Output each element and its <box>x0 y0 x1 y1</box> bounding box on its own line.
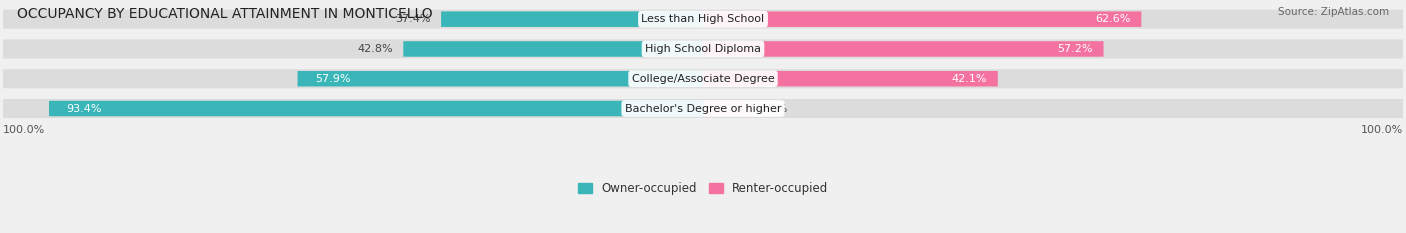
Text: Bachelor's Degree or higher: Bachelor's Degree or higher <box>624 103 782 113</box>
Text: 57.2%: 57.2% <box>1057 44 1092 54</box>
Legend: Owner-occupied, Renter-occupied: Owner-occupied, Renter-occupied <box>578 182 828 195</box>
Text: 42.1%: 42.1% <box>952 74 987 84</box>
FancyBboxPatch shape <box>703 101 749 116</box>
FancyBboxPatch shape <box>3 10 1403 29</box>
FancyBboxPatch shape <box>441 11 703 27</box>
FancyBboxPatch shape <box>703 11 1142 27</box>
Text: 100.0%: 100.0% <box>3 126 45 135</box>
Text: College/Associate Degree: College/Associate Degree <box>631 74 775 84</box>
FancyBboxPatch shape <box>703 71 998 86</box>
Text: 57.9%: 57.9% <box>315 74 350 84</box>
Text: 6.6%: 6.6% <box>759 103 787 113</box>
Text: 93.4%: 93.4% <box>66 103 103 113</box>
Text: High School Diploma: High School Diploma <box>645 44 761 54</box>
Text: Source: ZipAtlas.com: Source: ZipAtlas.com <box>1278 7 1389 17</box>
Text: 42.8%: 42.8% <box>357 44 392 54</box>
Text: OCCUPANCY BY EDUCATIONAL ATTAINMENT IN MONTICELLO: OCCUPANCY BY EDUCATIONAL ATTAINMENT IN M… <box>17 7 433 21</box>
Text: 62.6%: 62.6% <box>1095 14 1130 24</box>
Text: 37.4%: 37.4% <box>395 14 430 24</box>
FancyBboxPatch shape <box>49 101 703 116</box>
Text: 100.0%: 100.0% <box>1361 126 1403 135</box>
FancyBboxPatch shape <box>3 69 1403 88</box>
FancyBboxPatch shape <box>3 99 1403 118</box>
FancyBboxPatch shape <box>703 41 1104 57</box>
FancyBboxPatch shape <box>3 39 1403 58</box>
FancyBboxPatch shape <box>298 71 703 86</box>
Text: Less than High School: Less than High School <box>641 14 765 24</box>
FancyBboxPatch shape <box>404 41 703 57</box>
